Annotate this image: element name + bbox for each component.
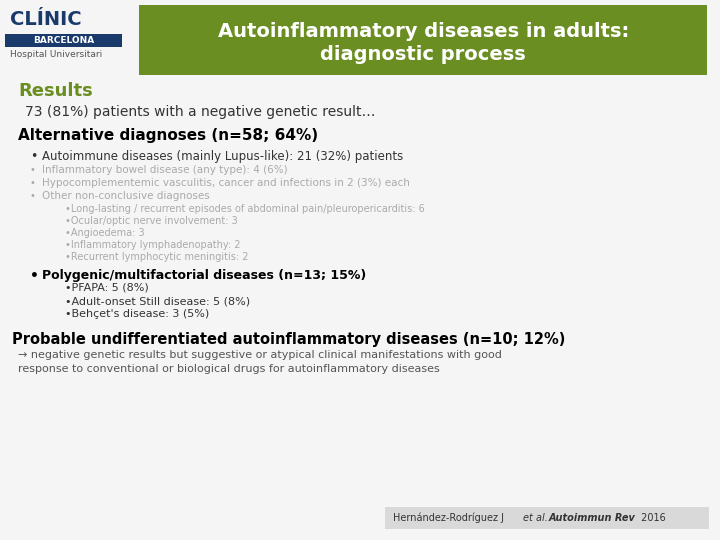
Text: Results: Results bbox=[18, 82, 93, 100]
Text: Hypocomplementemic vasculitis, cancer and infections in 2 (3%) each: Hypocomplementemic vasculitis, cancer an… bbox=[42, 178, 410, 188]
Text: •Adult-onset Still disease: 5 (8%): •Adult-onset Still disease: 5 (8%) bbox=[65, 296, 250, 306]
FancyBboxPatch shape bbox=[385, 507, 709, 529]
Text: •: • bbox=[30, 150, 37, 163]
Text: Inflammatory bowel disease (any type): 4 (6%): Inflammatory bowel disease (any type): 4… bbox=[42, 165, 287, 175]
Text: Probable undifferentiated autoinflammatory diseases (n=10; 12%): Probable undifferentiated autoinflammato… bbox=[12, 332, 565, 347]
Text: et al.: et al. bbox=[523, 513, 551, 523]
Text: •Long-lasting / recurrent episodes of abdominal pain/pleuropericarditis: 6: •Long-lasting / recurrent episodes of ab… bbox=[65, 204, 424, 214]
Text: •Behçet's disease: 3 (5%): •Behçet's disease: 3 (5%) bbox=[65, 309, 209, 319]
Text: •: • bbox=[30, 165, 36, 175]
Text: •: • bbox=[30, 178, 36, 188]
Text: BARCELONA: BARCELONA bbox=[33, 36, 94, 45]
Text: •Ocular/optic nerve involvement: 3: •Ocular/optic nerve involvement: 3 bbox=[65, 216, 238, 226]
Text: Hernández-Rodríguez J: Hernández-Rodríguez J bbox=[393, 513, 508, 523]
Text: Hospital Universitari: Hospital Universitari bbox=[10, 50, 102, 59]
Text: Autoinflammatory diseases in adults:
diagnostic process: Autoinflammatory diseases in adults: dia… bbox=[217, 22, 629, 64]
Text: •: • bbox=[30, 191, 36, 201]
Text: •PFAPA: 5 (8%): •PFAPA: 5 (8%) bbox=[65, 283, 148, 293]
Text: → negative genetic results but suggestive or atypical clinical manifestations wi: → negative genetic results but suggestiv… bbox=[18, 350, 502, 374]
Text: •Inflammatory lymphadenopathy: 2: •Inflammatory lymphadenopathy: 2 bbox=[65, 240, 240, 250]
Text: Alternative diagnoses (n=58; 64%): Alternative diagnoses (n=58; 64%) bbox=[18, 128, 318, 143]
Text: •: • bbox=[30, 269, 39, 283]
Text: 73 (81%) patients with a negative genetic result…: 73 (81%) patients with a negative geneti… bbox=[24, 105, 375, 119]
Text: •Angioedema: 3: •Angioedema: 3 bbox=[65, 228, 144, 238]
Text: Autoimmun Rev: Autoimmun Rev bbox=[549, 513, 635, 523]
Text: Autoimmune diseases (mainly Lupus-like): 21 (32%) patients: Autoimmune diseases (mainly Lupus-like):… bbox=[42, 150, 403, 163]
Text: Other non-conclusive diagnoses: Other non-conclusive diagnoses bbox=[42, 191, 210, 201]
FancyBboxPatch shape bbox=[5, 34, 122, 47]
Text: Polygenic/multifactorial diseases (n=13; 15%): Polygenic/multifactorial diseases (n=13;… bbox=[42, 269, 366, 282]
FancyBboxPatch shape bbox=[139, 5, 707, 75]
Text: •Recurrent lymphocytic meningitis: 2: •Recurrent lymphocytic meningitis: 2 bbox=[65, 252, 248, 262]
Text: 2016: 2016 bbox=[638, 513, 665, 523]
Text: CLÍNIC: CLÍNIC bbox=[10, 10, 81, 29]
